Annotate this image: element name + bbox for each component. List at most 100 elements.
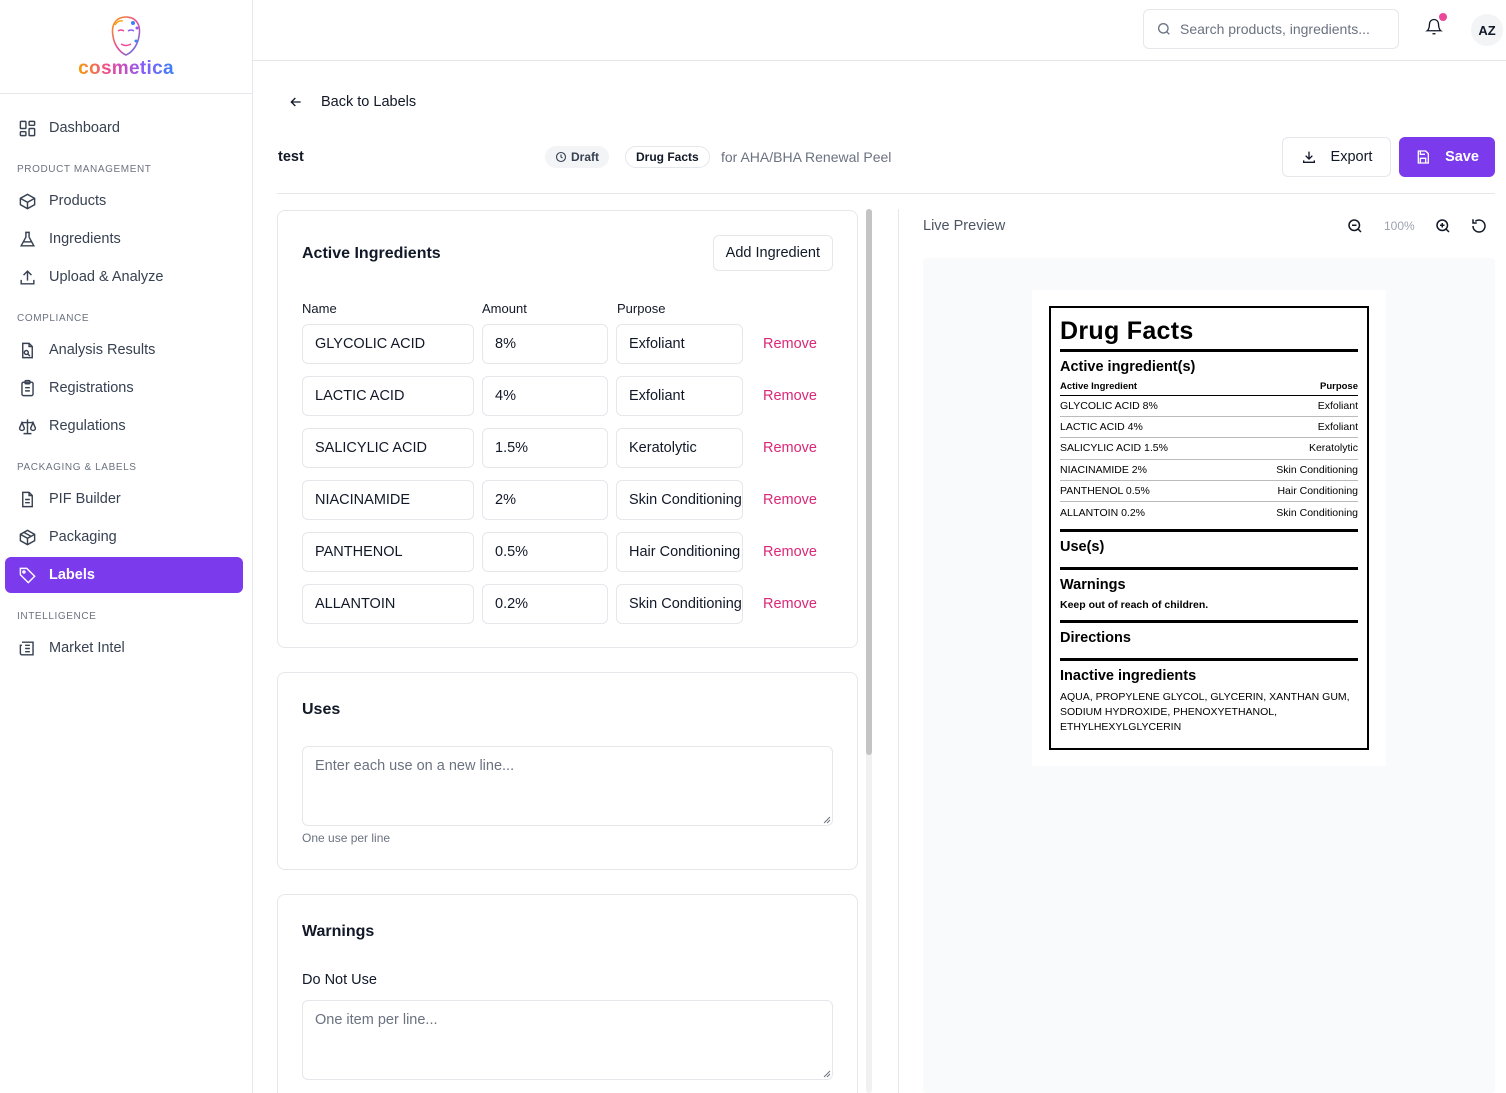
row-ingredient: NIACINAMIDE 2%	[1060, 463, 1147, 476]
remove-ingredient-button[interactable]: Remove	[763, 440, 817, 456]
topbar: AZ	[253, 0, 1506, 61]
drug-facts-row: SALICYLIC ACID 1.5% Keratolytic	[1060, 438, 1358, 460]
ingredient-purpose-input[interactable]: Exfoliant	[616, 324, 743, 364]
back-to-labels-link[interactable]: Back to Labels	[288, 94, 416, 110]
ingredient-row: PANTHENOL 0.5% Hair Conditioning Remove	[302, 532, 822, 572]
sidebar-item-label: Market Intel	[49, 640, 125, 656]
warnings-card: Warnings Do Not Use One item per line...	[277, 894, 858, 1093]
sidebar-item-upload-analyze[interactable]: Upload & Analyze	[5, 259, 243, 295]
preview-paper	[1032, 290, 1386, 766]
nav-section-title: INTELLIGENCE	[17, 611, 97, 622]
ingredient-purpose-input[interactable]: Exfoliant	[616, 376, 743, 416]
sidebar-item-label: Dashboard	[49, 120, 120, 136]
warnings-section: Warnings Keep out of reach of children.	[1060, 567, 1358, 611]
ingredient-purpose-input[interactable]: Skin Conditioning	[616, 584, 743, 624]
inactive-ingredients-text: AQUA, PROPYLENE GLYCOL, GLYCERIN, XANTHA…	[1060, 691, 1350, 734]
ingredient-row: GLYCOLIC ACID 8% Exfoliant Remove	[302, 324, 822, 364]
save-button[interactable]: Save	[1399, 137, 1495, 177]
remove-ingredient-button[interactable]: Remove	[763, 544, 817, 560]
ingredient-purpose-input[interactable]: Hair Conditioning	[616, 532, 743, 572]
zoom-level: 100%	[1384, 219, 1415, 233]
ingredient-amount-input[interactable]: 0.5%	[482, 532, 608, 572]
remove-ingredient-button[interactable]: Remove	[763, 596, 817, 612]
uses-title: Uses	[302, 701, 341, 718]
column-header-purpose: Purpose	[1319, 381, 1358, 392]
sidebar-item-products[interactable]: Products	[5, 183, 243, 219]
sidebar-item-label: Regulations	[49, 418, 126, 434]
row-purpose: Exfoliant	[1317, 400, 1358, 413]
status-text: Draft	[571, 150, 600, 164]
search-box[interactable]	[1143, 9, 1399, 49]
ingredient-amount-input[interactable]: 0.2%	[482, 584, 608, 624]
remove-ingredient-button[interactable]: Remove	[763, 492, 817, 508]
ingredient-purpose-input[interactable]: Keratolytic	[616, 428, 743, 468]
sidebar-item-dashboard[interactable]: Dashboard	[5, 110, 243, 146]
ingredient-name-input[interactable]: ALLANTOIN	[302, 584, 474, 624]
ingredient-amount-input[interactable]: 2%	[482, 480, 608, 520]
logo[interactable]: cosmetica	[0, 0, 252, 94]
resize-handle-icon[interactable]	[823, 816, 831, 824]
sidebar-item-label: Upload & Analyze	[49, 269, 164, 285]
brand-name: cosmetica	[78, 57, 174, 79]
sidebar-item-ingredients[interactable]: Ingredients	[5, 221, 243, 257]
reset-zoom-icon[interactable]	[1470, 217, 1488, 235]
sidebar-nav: Dashboard PRODUCT MANAGEMENT Products In…	[0, 94, 252, 666]
active-ingredients-title: Active Ingredients	[302, 245, 441, 262]
drug-facts-rule	[1060, 349, 1358, 352]
ingredient-name-input[interactable]: LACTIC ACID	[302, 376, 474, 416]
ingredient-row: SALICYLIC ACID 1.5% Keratolytic Remove	[302, 428, 822, 468]
avatar[interactable]: AZ	[1471, 14, 1503, 46]
directions-section: Directions	[1060, 620, 1358, 646]
row-purpose: Skin Conditioning	[1276, 506, 1358, 519]
form-scrollbar-thumb[interactable]	[866, 209, 872, 755]
sidebar-item-registrations[interactable]: Registrations	[5, 370, 243, 406]
zoom-out-icon[interactable]	[1346, 217, 1364, 235]
search-input[interactable]	[1180, 21, 1390, 37]
sidebar-item-regulations[interactable]: Regulations	[5, 408, 243, 444]
warning-text: Keep out of reach of children.	[1060, 599, 1209, 612]
sidebar-item-label: Labels	[49, 567, 95, 583]
remove-ingredient-button[interactable]: Remove	[763, 388, 817, 404]
bell-icon	[1425, 18, 1443, 35]
ingredient-row: LACTIC ACID 4% Exfoliant Remove	[302, 376, 822, 416]
package-icon	[17, 527, 37, 547]
file-text-icon	[17, 489, 37, 509]
ingredient-amount-input[interactable]: 8%	[482, 324, 608, 364]
drug-facts-row: ALLANTOIN 0.2% Skin Conditioning	[1060, 502, 1358, 523]
sidebar-item-pif-builder[interactable]: PIF Builder	[5, 481, 243, 517]
ingredient-name-input[interactable]: NIACINAMIDE	[302, 480, 474, 520]
sidebar-item-labels[interactable]: Labels	[5, 557, 243, 593]
scale-icon	[17, 416, 37, 436]
ingredient-name-input[interactable]: SALICYLIC ACID	[302, 428, 474, 468]
remove-ingredient-button[interactable]: Remove	[763, 336, 817, 352]
add-ingredient-button[interactable]: Add Ingredient	[712, 235, 833, 271]
uses-card: Uses Enter each use on a new line... One…	[277, 672, 858, 870]
resize-handle-icon[interactable]	[823, 1070, 831, 1078]
inactive-heading: Inactive ingredients	[1060, 668, 1197, 685]
ingredient-row: NIACINAMIDE 2% Skin Conditioning Remove	[302, 480, 822, 520]
box-icon	[17, 191, 37, 211]
label-type-badge: Drug Facts	[625, 146, 710, 168]
save-icon	[1417, 150, 1430, 164]
do-not-use-label: Do Not Use	[302, 972, 377, 988]
zoom-in-icon[interactable]	[1434, 217, 1452, 235]
row-purpose: Skin Conditioning	[1276, 463, 1358, 476]
ingredient-name-input[interactable]: PANTHENOL	[302, 532, 474, 572]
ingredient-amount-input[interactable]: 1.5%	[482, 428, 608, 468]
sidebar-item-market-intel[interactable]: Market Intel	[5, 630, 243, 666]
inactive-section: Inactive ingredients AQUA, PROPYLENE GLY…	[1060, 658, 1358, 735]
download-icon	[1302, 151, 1315, 163]
export-button[interactable]: Export	[1282, 137, 1391, 177]
sidebar-item-analysis-results[interactable]: Analysis Results	[5, 332, 243, 368]
row-purpose: Keratolytic	[1308, 442, 1358, 455]
ingredient-amount-input[interactable]: 4%	[482, 376, 608, 416]
ingredient-name-input[interactable]: GLYCOLIC ACID	[302, 324, 474, 364]
uses-textarea[interactable]: Enter each use on a new line...	[302, 746, 833, 826]
sidebar-item-packaging[interactable]: Packaging	[5, 519, 243, 555]
warnings-heading: Warnings	[1060, 577, 1126, 594]
notifications-button[interactable]	[1425, 13, 1447, 40]
directions-heading: Directions	[1060, 630, 1131, 647]
tag-icon	[17, 565, 37, 585]
ingredient-purpose-input[interactable]: Skin Conditioning	[616, 480, 743, 520]
do-not-use-textarea[interactable]: One item per line...	[302, 1000, 833, 1080]
